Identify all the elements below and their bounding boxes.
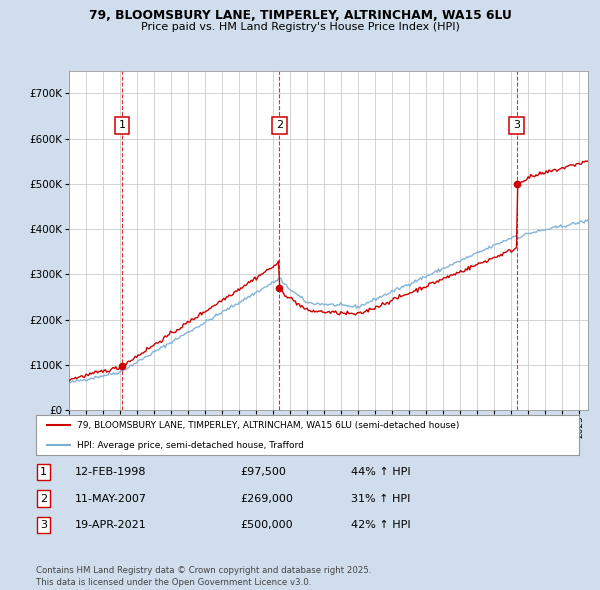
Text: 19-APR-2021: 19-APR-2021 — [75, 520, 147, 530]
Text: 79, BLOOMSBURY LANE, TIMPERLEY, ALTRINCHAM, WA15 6LU: 79, BLOOMSBURY LANE, TIMPERLEY, ALTRINCH… — [89, 9, 511, 22]
Text: Price paid vs. HM Land Registry's House Price Index (HPI): Price paid vs. HM Land Registry's House … — [140, 22, 460, 32]
Text: £269,000: £269,000 — [240, 494, 293, 503]
Text: 42% ↑ HPI: 42% ↑ HPI — [351, 520, 410, 530]
Text: HPI: Average price, semi-detached house, Trafford: HPI: Average price, semi-detached house,… — [77, 441, 304, 450]
Text: 1: 1 — [40, 467, 47, 477]
Text: 2: 2 — [40, 494, 47, 503]
Text: Contains HM Land Registry data © Crown copyright and database right 2025.
This d: Contains HM Land Registry data © Crown c… — [36, 566, 371, 587]
Text: 11-MAY-2007: 11-MAY-2007 — [75, 494, 147, 503]
Text: 31% ↑ HPI: 31% ↑ HPI — [351, 494, 410, 503]
Text: 79, BLOOMSBURY LANE, TIMPERLEY, ALTRINCHAM, WA15 6LU (semi-detached house): 79, BLOOMSBURY LANE, TIMPERLEY, ALTRINCH… — [77, 421, 459, 430]
Text: 44% ↑ HPI: 44% ↑ HPI — [351, 467, 410, 477]
Text: 12-FEB-1998: 12-FEB-1998 — [75, 467, 146, 477]
Text: 1: 1 — [119, 120, 125, 130]
Text: 3: 3 — [513, 120, 520, 130]
Text: 2: 2 — [276, 120, 283, 130]
Text: £500,000: £500,000 — [240, 520, 293, 530]
Text: £97,500: £97,500 — [240, 467, 286, 477]
Text: 3: 3 — [40, 520, 47, 530]
